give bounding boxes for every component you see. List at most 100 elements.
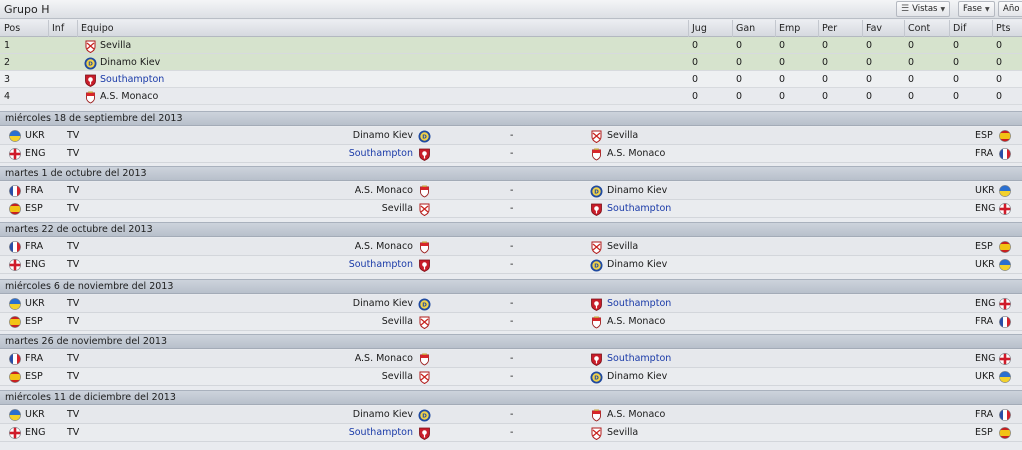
year-button[interactable]: Año [998, 1, 1022, 17]
against-value: 0 [908, 40, 915, 51]
column-divider [904, 20, 905, 37]
away-team-link[interactable]: Sevilla [607, 241, 639, 252]
played-value: 0 [692, 57, 699, 68]
won-value: 0 [736, 57, 743, 68]
away-team-link[interactable]: A.S. Monaco [607, 409, 666, 420]
fixture-row[interactable]: FRA TV A.S. Monaco - D Dinamo Kiev UKR [0, 182, 1022, 200]
home-team-link[interactable]: Sevilla [381, 203, 413, 214]
standings-row[interactable]: 1 Sevilla 0 0 0 0 0 0 0 0 [0, 37, 1022, 54]
away-team-link[interactable]: A.S. Monaco [607, 148, 666, 159]
fixture-row[interactable]: UKR TV Dinamo Kiev D - Southampton ENG [0, 295, 1022, 313]
fra-flag-icon [9, 353, 21, 365]
fixture-row[interactable]: ENG TV Southampton - Sevilla ESP [0, 424, 1022, 442]
southampton-badge-icon [590, 353, 603, 366]
home-team-link[interactable]: Southampton [348, 427, 413, 438]
home-team-link[interactable]: A.S. Monaco [354, 353, 413, 364]
away-nation-code: FRA [975, 316, 994, 327]
position-value: 2 [4, 57, 11, 68]
won-value: 0 [736, 40, 743, 51]
col-won[interactable]: Gan [736, 23, 756, 34]
away-team-link[interactable]: Southampton [607, 298, 672, 309]
col-lost[interactable]: Per [822, 23, 838, 34]
fra-flag-icon [9, 241, 21, 253]
score-separator: - [510, 409, 514, 420]
dinamo-badge-icon: D [418, 130, 431, 143]
fixture-row[interactable]: FRA TV A.S. Monaco - Sevilla ESP [0, 238, 1022, 256]
eng-flag-icon [999, 203, 1011, 215]
fixture-row[interactable]: ENG TV Southampton - D Dinamo Kiev UKR [0, 256, 1022, 274]
away-team-link[interactable]: Sevilla [607, 427, 639, 438]
away-team-link[interactable]: Southampton [607, 203, 672, 214]
fixture-date: martes 1 de octubre del 2013 [5, 168, 147, 179]
home-team-link[interactable]: Sevilla [381, 371, 413, 382]
fixture-row[interactable]: ESP TV Sevilla - D Dinamo Kiev UKR [0, 368, 1022, 386]
position-value: 4 [4, 91, 11, 102]
team-name-link[interactable]: Southampton [100, 74, 165, 85]
team-name-link[interactable]: A.S. Monaco [100, 91, 159, 102]
esp-flag-icon [999, 241, 1011, 253]
col-inf[interactable]: Inf [52, 23, 65, 34]
home-team-link[interactable]: A.S. Monaco [354, 241, 413, 252]
home-team-link[interactable]: Sevilla [381, 316, 413, 327]
fixture-row[interactable]: FRA TV A.S. Monaco - Southampton ENG [0, 350, 1022, 368]
home-nation-code: FRA [25, 185, 44, 196]
away-nation-code: UKR [975, 371, 995, 382]
svg-text:D: D [88, 62, 93, 68]
home-team-link[interactable]: Dinamo Kiev [352, 298, 413, 309]
standings-row[interactable]: 3 Southampton 0 0 0 0 0 0 0 0 [0, 71, 1022, 88]
standings-row[interactable]: 4 A.S. Monaco 0 0 0 0 0 0 0 0 [0, 88, 1022, 105]
score-separator: - [510, 298, 514, 309]
points-value: 0 [996, 74, 1003, 85]
home-team-link[interactable]: Southampton [348, 148, 413, 159]
phase-button[interactable]: Fase ▼ [958, 1, 995, 17]
home-team-link[interactable]: Dinamo Kiev [352, 130, 413, 141]
svg-text:D: D [422, 135, 427, 141]
tv-label: TV [67, 298, 80, 309]
team-name-link[interactable]: Dinamo Kiev [100, 57, 161, 68]
fixture-row[interactable]: ESP TV Sevilla - A.S. Monaco FRA [0, 313, 1022, 331]
home-team-link[interactable]: Dinamo Kiev [352, 409, 413, 420]
fixture-date-header: martes 26 de noviembre del 2013 [0, 334, 1022, 349]
away-team-link[interactable]: Dinamo Kiev [607, 259, 668, 270]
views-button[interactable]: ☰ Vistas ▼ [896, 1, 951, 17]
col-diff[interactable]: Dif [953, 23, 967, 34]
position-value: 3 [4, 74, 11, 85]
col-against[interactable]: Cont [908, 23, 931, 34]
sevilla-badge-icon [590, 130, 603, 143]
esp-flag-icon [9, 371, 21, 383]
fixture-row[interactable]: ESP TV Sevilla - Southampton ENG [0, 200, 1022, 218]
fixture-date-header: martes 22 de octubre del 2013 [0, 222, 1022, 237]
monaco-badge-icon [418, 353, 431, 366]
column-divider [732, 20, 733, 37]
away-team-link[interactable]: Sevilla [607, 130, 639, 141]
points-value: 0 [996, 40, 1003, 51]
home-team-link[interactable]: Southampton [348, 259, 413, 270]
against-value: 0 [908, 91, 915, 102]
away-team-link[interactable]: A.S. Monaco [607, 316, 666, 327]
fixture-row[interactable]: UKR TV Dinamo Kiev D - Sevilla ESP [0, 127, 1022, 145]
col-drawn[interactable]: Emp [779, 23, 801, 34]
standings-header: Pos Inf Equipo Jug Gan Emp Per Fav Cont … [0, 20, 1022, 37]
team-name-link[interactable]: Sevilla [100, 40, 132, 51]
standings-row[interactable]: 2 D Dinamo Kiev 0 0 0 0 0 0 0 0 [0, 54, 1022, 71]
col-points[interactable]: Pts [996, 23, 1011, 34]
score-separator: - [510, 371, 514, 382]
column-divider [818, 20, 819, 37]
col-team[interactable]: Equipo [81, 23, 114, 34]
home-team-link[interactable]: A.S. Monaco [354, 185, 413, 196]
col-for[interactable]: Fav [866, 23, 883, 34]
points-value: 0 [996, 57, 1003, 68]
away-team-link[interactable]: Dinamo Kiev [607, 371, 668, 382]
col-played[interactable]: Jug [692, 23, 707, 34]
tv-label: TV [67, 185, 80, 196]
home-nation-code: FRA [25, 353, 44, 364]
away-team-link[interactable]: Dinamo Kiev [607, 185, 668, 196]
away-nation-code: ESP [975, 241, 993, 252]
away-team-link[interactable]: Southampton [607, 353, 672, 364]
dinamo-badge-icon: D [418, 298, 431, 311]
col-pos[interactable]: Pos [4, 23, 21, 34]
sevilla-badge-icon [418, 371, 431, 384]
fixture-row[interactable]: ENG TV Southampton - A.S. Monaco FRA [0, 145, 1022, 163]
home-nation-code: FRA [25, 241, 44, 252]
fixture-row[interactable]: UKR TV Dinamo Kiev D - A.S. Monaco FRA [0, 406, 1022, 424]
